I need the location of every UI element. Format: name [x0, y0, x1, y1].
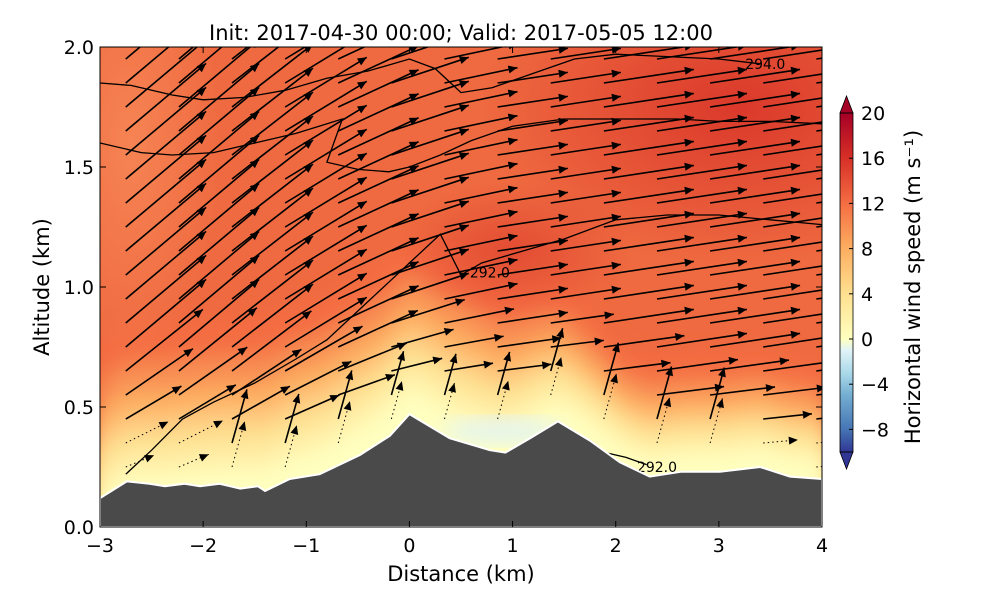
colorbar-tick-label: 20 [861, 103, 885, 125]
y-tick-label: 0.5 [64, 397, 94, 419]
x-tick-label: 1 [507, 535, 519, 557]
wind-vector-head [897, 115, 906, 123]
colorbar-tick-label: 4 [861, 284, 873, 306]
colorbar-tick-label: 8 [861, 239, 873, 261]
y-axis-label: Altitude (km) [30, 218, 54, 356]
wind-vector-head [830, 358, 839, 366]
x-tick-label: 3 [713, 535, 725, 557]
wind-vector [816, 213, 906, 227]
colorbar: −8 −4 0 4 8 12 16 20 [840, 96, 889, 469]
x-tick-label: 0 [403, 535, 415, 557]
x-tick-label: 2 [610, 535, 622, 557]
wind-vector [816, 69, 906, 83]
wind-vector-head [862, 410, 871, 418]
wind-max-region [393, 181, 633, 321]
wind-vector-head [897, 67, 906, 75]
colorbar-tick-label: −4 [861, 374, 889, 396]
wind-vector-head [890, 356, 899, 364]
colorbar-extend-max [840, 96, 853, 113]
wind-vector [816, 359, 899, 371]
wind-vector-head [197, 15, 206, 24]
wind-vector-head [897, 43, 906, 51]
colorbar-tick-label: 12 [861, 193, 885, 215]
wind-vector-head [303, 0, 313, 5]
colorbar-label: Horizontal wind speed (m s⁻¹) [901, 130, 925, 444]
y-tick-label: 0.0 [64, 517, 94, 539]
chart-title: Init: 2017-04-30 00:00; Valid: 2017-05-0… [209, 21, 713, 45]
wind-vector-head [834, 462, 843, 470]
y-tick-label: 1.0 [64, 277, 94, 299]
colorbar-tick-label: −8 [861, 419, 889, 441]
colorbar-extend-min [840, 452, 853, 469]
colorbar-gradient [840, 113, 853, 452]
wind-vector [816, 309, 906, 323]
wind-vector-head [844, 91, 853, 99]
wind-vector-head [357, 9, 367, 17]
y-tick-label: 2.0 [64, 37, 94, 59]
colorbar-tick-label: 16 [861, 148, 885, 170]
wind-vector-head [897, 91, 906, 99]
x-tick-label: −1 [292, 535, 320, 557]
wind-vector [816, 45, 906, 59]
wind-vector-head [844, 67, 853, 75]
wind-vector [816, 261, 906, 275]
wind-vector-head [844, 43, 853, 51]
x-tick-label: 4 [816, 535, 828, 557]
colorbar-tick-label: 0 [861, 329, 873, 351]
x-axis-label: Distance (km) [387, 562, 535, 586]
x-tick-label: −2 [189, 535, 217, 557]
y-tick-label: 1.5 [64, 157, 94, 179]
